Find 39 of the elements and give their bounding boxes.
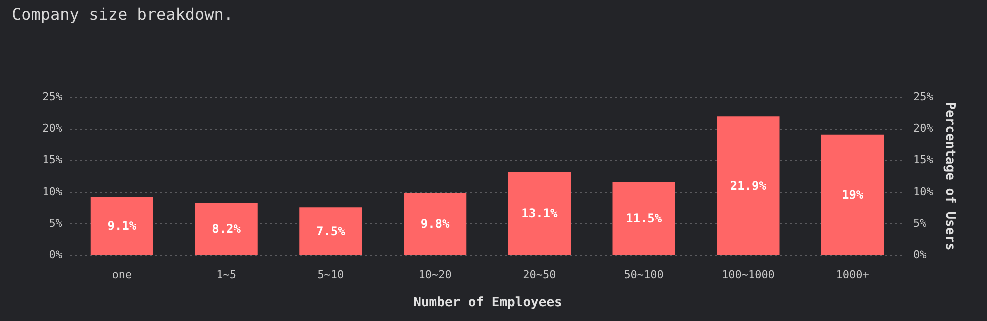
y2-tick-label: 10%: [914, 185, 934, 198]
y2-tick-label: 0%: [914, 248, 928, 262]
y-tick-label: 20%: [42, 122, 63, 136]
data-label: 11.5%: [626, 212, 663, 226]
y2-axis-title: Percentage of Users: [942, 102, 958, 251]
bar: [612, 182, 676, 255]
x-tick-label: 1000+: [836, 268, 870, 282]
y-tick-label: 5%: [49, 216, 63, 230]
y2-tick-label: 25%: [914, 90, 934, 104]
bar: [300, 208, 362, 255]
bar: [717, 116, 780, 255]
y2-tick-label: 15%: [914, 154, 934, 167]
y-tick-label: 25%: [42, 90, 63, 104]
data-label: 7.5%: [316, 224, 346, 238]
bar: [90, 197, 154, 255]
data-label: 21.9%: [730, 178, 768, 193]
bar: [822, 134, 884, 255]
x-axis-title: Number of Employees: [414, 296, 562, 310]
data-label: 9.8%: [420, 217, 451, 232]
data-label: 8.2%: [212, 222, 242, 236]
y2-tick-label: 5%: [914, 216, 928, 230]
x-tick-label: 5~10: [318, 268, 344, 282]
bar: [404, 193, 467, 255]
data-label: 19%: [842, 188, 864, 202]
y-tick-label: 0%: [49, 248, 63, 262]
y-tick-label: 10%: [42, 185, 63, 198]
x-tick-label: 1~5: [216, 268, 236, 282]
bar: [508, 172, 571, 255]
x-tick-label: one: [112, 268, 132, 282]
x-tick-label: 10~20: [418, 268, 452, 282]
x-tick-label: 100~1000: [722, 268, 775, 282]
x-tick-label: 50~100: [624, 268, 664, 282]
bar: [195, 203, 258, 255]
data-label: 13.1%: [522, 206, 559, 221]
chart-title: Company size breakdown.: [12, 5, 234, 24]
y2-tick-label: 20%: [914, 122, 934, 136]
y-tick-label: 15%: [42, 154, 63, 167]
x-tick-label: 20~50: [523, 268, 556, 282]
data-label: 9.1%: [108, 219, 138, 234]
